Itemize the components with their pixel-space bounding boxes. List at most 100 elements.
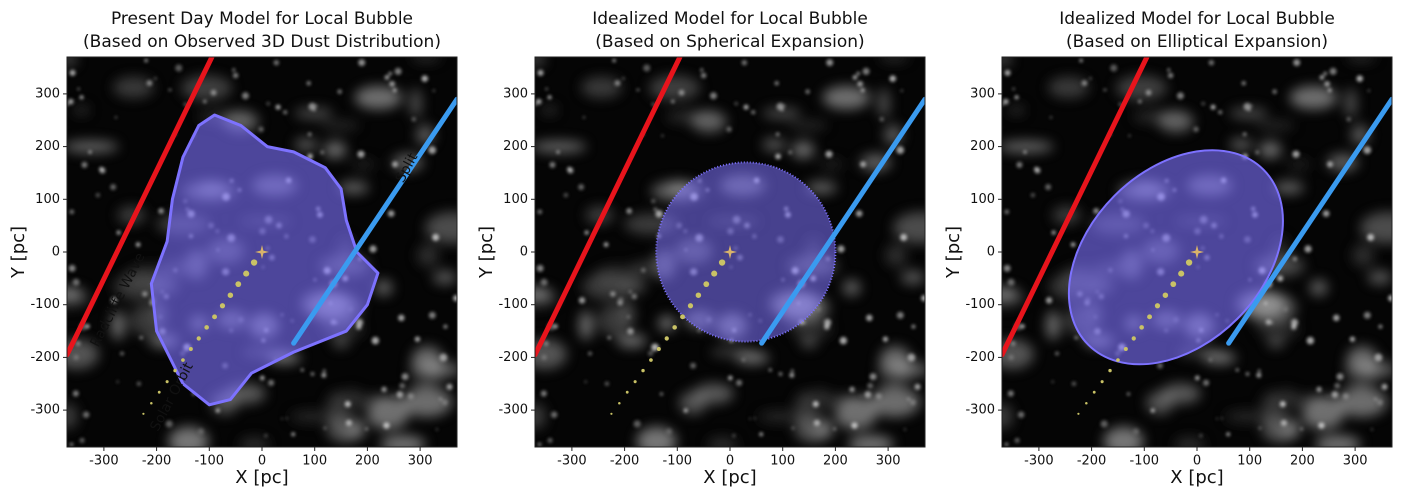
dust-speck	[1176, 92, 1184, 100]
dust-speck	[1017, 411, 1025, 418]
dust-speck	[659, 392, 663, 396]
dust-speck	[1203, 379, 1210, 386]
dust-speck	[69, 69, 76, 76]
dust-cloud	[617, 333, 647, 348]
dust-speck	[1210, 104, 1216, 110]
dust-speck	[626, 208, 632, 214]
y-tick-label: 100	[503, 192, 528, 207]
dust-cloud	[1255, 121, 1295, 130]
orbit-point	[181, 358, 185, 362]
dust-cloud	[181, 75, 232, 101]
dust-speck	[392, 161, 399, 168]
dust-cloud	[1002, 287, 1016, 299]
dust-speck	[1283, 306, 1288, 312]
dust-cloud	[73, 105, 90, 116]
dust-speck	[862, 67, 870, 75]
dust-cloud	[423, 361, 457, 378]
dust-speck	[1367, 233, 1375, 241]
orbit-point	[1131, 336, 1136, 341]
dust-speck	[751, 110, 756, 115]
dust-speck	[175, 64, 183, 72]
dust-cloud	[417, 244, 439, 267]
x-tick-label: -200	[142, 454, 172, 469]
orbit-point	[711, 270, 718, 277]
dust-cloud	[111, 310, 125, 340]
dust-speck	[907, 397, 910, 401]
dust-cloud	[891, 361, 925, 378]
dust-speck	[428, 146, 437, 155]
dust-speck	[631, 293, 637, 300]
dust-speck	[442, 399, 448, 406]
dust-cloud	[1002, 57, 1012, 67]
dust-cloud	[535, 140, 587, 153]
y-tick-label: -200	[498, 350, 528, 365]
dust-speck	[1007, 278, 1015, 286]
x-axis-label: X [pc]	[1170, 467, 1223, 488]
orbit-point	[142, 412, 145, 415]
dust-speck	[812, 401, 819, 408]
y-axis-label: Y [pc]	[943, 226, 964, 279]
dust-speck	[1208, 358, 1213, 362]
dust-speck	[1306, 336, 1315, 345]
dust-speck	[291, 432, 296, 437]
x-tick-label: -100	[663, 454, 693, 469]
dust-speck	[453, 294, 457, 302]
x-tick-label: -100	[1130, 454, 1160, 469]
dust-speck	[1004, 69, 1011, 76]
dust-cloud	[1046, 310, 1060, 340]
dust-speck	[1256, 372, 1262, 378]
dust-speck	[79, 438, 85, 443]
dust-speck	[345, 419, 352, 427]
dust-speck	[540, 278, 548, 286]
dust-cloud	[338, 181, 369, 195]
dust-speck	[1333, 314, 1340, 322]
line	[67, 57, 215, 358]
dust-speck	[1377, 399, 1383, 406]
dust-speck	[671, 99, 675, 103]
dust-speck	[67, 98, 74, 105]
dust-speck	[1245, 372, 1250, 376]
dust-speck	[1363, 146, 1372, 155]
dust-speck	[1145, 89, 1152, 96]
dust-speck	[636, 88, 640, 92]
dust-speck	[396, 391, 404, 398]
dust-cloud	[791, 141, 815, 159]
dust-cloud	[113, 76, 154, 99]
dust-cloud	[535, 339, 567, 369]
dust-speck	[203, 99, 207, 103]
orbit-point	[173, 368, 177, 373]
dust-speck	[700, 72, 707, 79]
dust-speck	[855, 210, 863, 217]
orbit-point	[219, 303, 226, 309]
orbit-point	[227, 292, 234, 298]
dust-speck	[1132, 428, 1139, 435]
dust-speck	[1304, 245, 1312, 253]
dust-speck	[697, 328, 702, 333]
dust-cloud	[649, 75, 700, 101]
y-tick-label: -300	[498, 403, 528, 418]
dust-speck	[407, 393, 414, 400]
dust-speck	[736, 379, 743, 386]
dust-speck	[774, 81, 779, 86]
dust-speck	[285, 417, 289, 420]
dust-speck	[355, 324, 362, 330]
orbit-point	[250, 259, 258, 266]
dust-speck	[1195, 375, 1200, 381]
dust-speck	[1270, 321, 1274, 325]
dust-speck	[775, 153, 781, 160]
dust-speck	[1279, 401, 1286, 408]
dust-cloud	[352, 159, 376, 170]
dust-cloud	[1229, 138, 1253, 152]
y-axis-label: Y [pc]	[8, 226, 29, 279]
dust-cloud	[820, 159, 844, 170]
dust-speck	[387, 210, 395, 217]
dust-speck	[1280, 419, 1287, 427]
orbit-point	[680, 314, 686, 320]
plot-area	[535, 57, 925, 447]
dust-cloud	[326, 416, 365, 443]
dust-speck	[399, 382, 406, 389]
line	[1226, 96, 1392, 346]
dust-speck	[1374, 397, 1377, 401]
dust-speck	[1290, 324, 1297, 330]
